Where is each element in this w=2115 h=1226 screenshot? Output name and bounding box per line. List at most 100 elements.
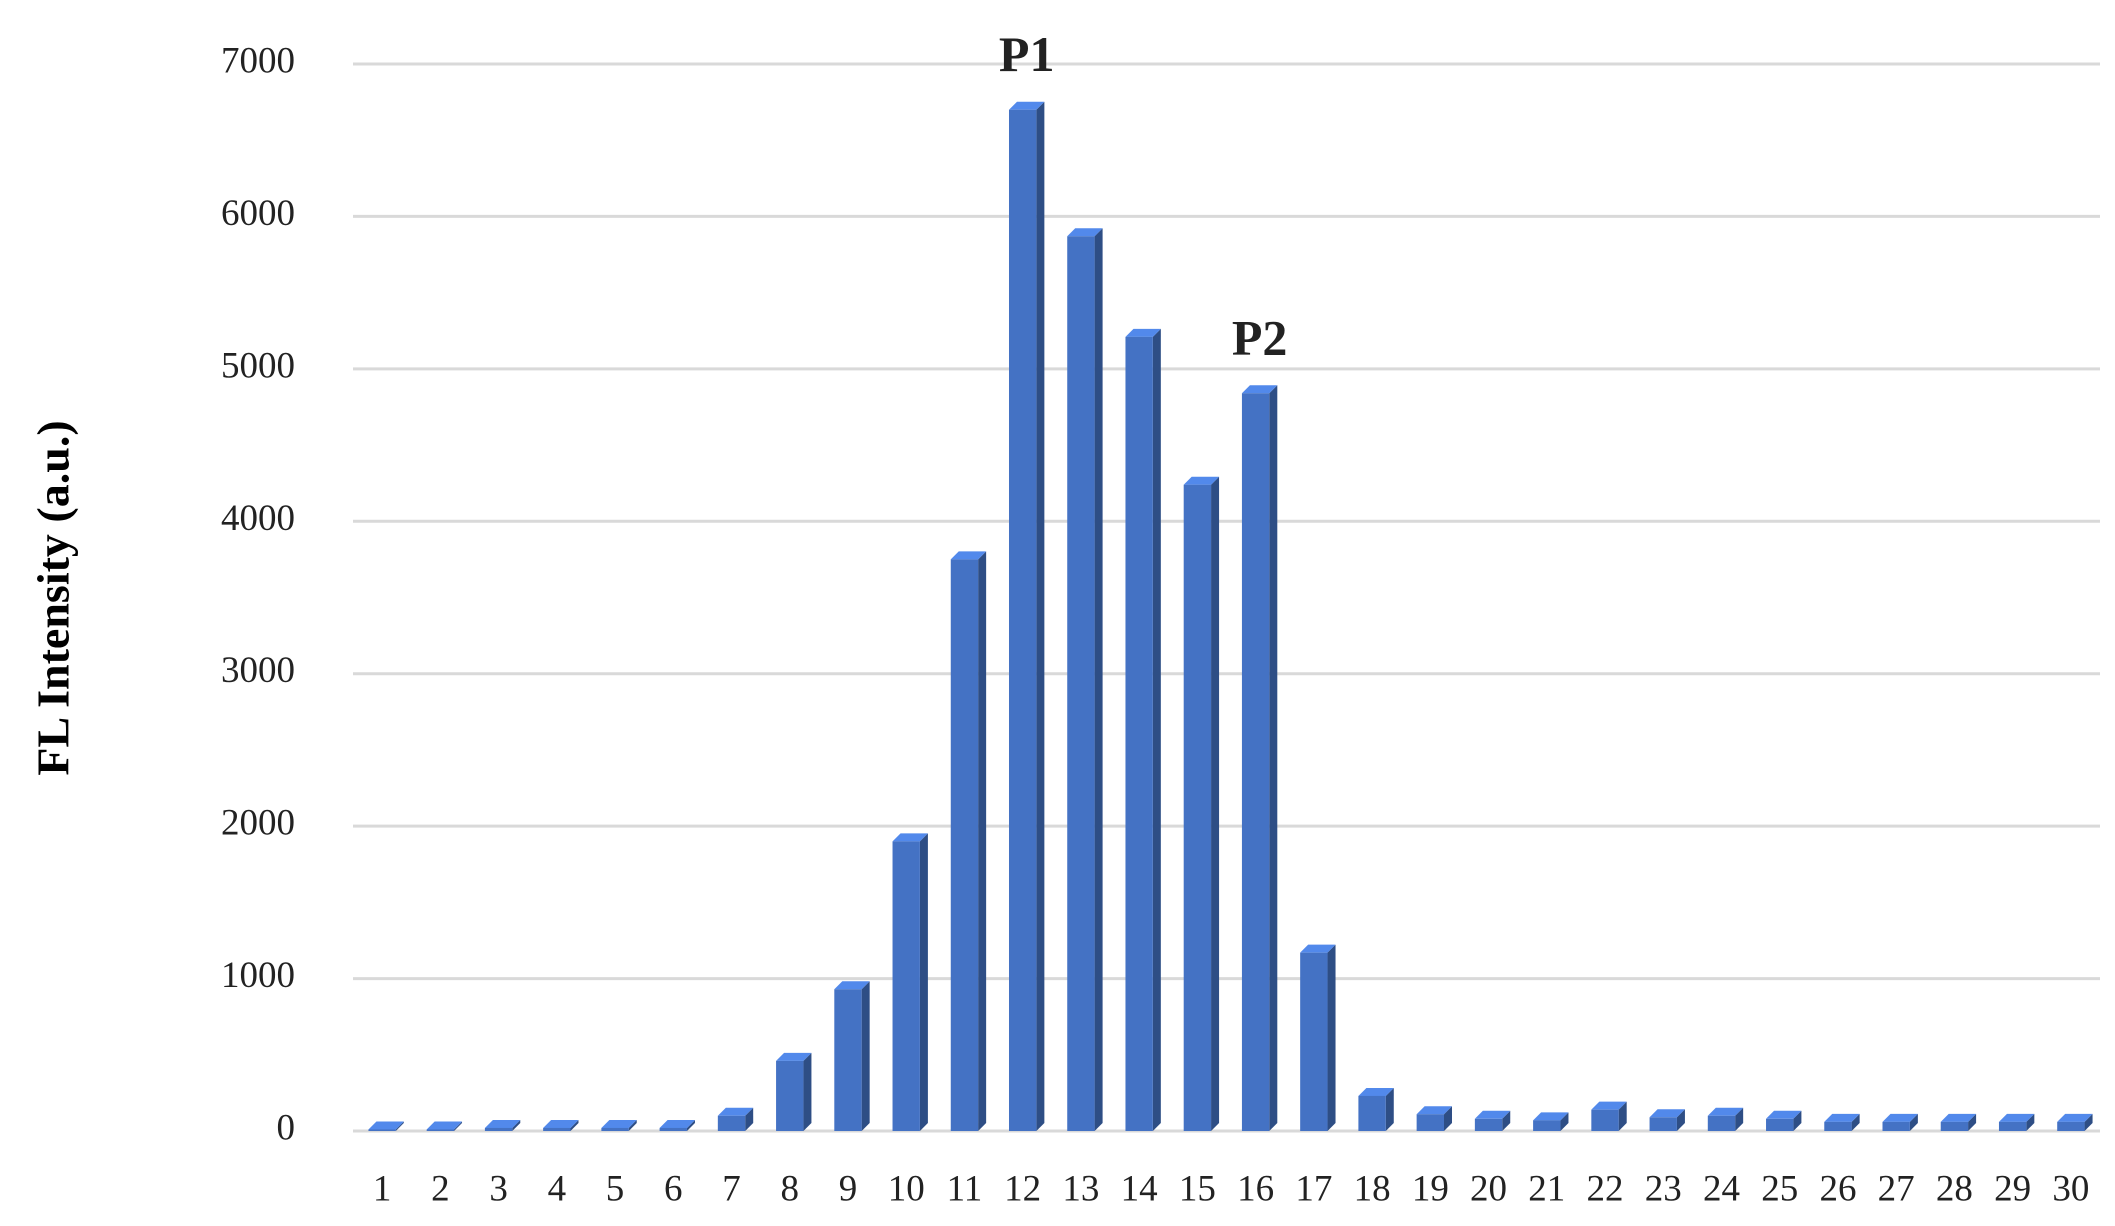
bar	[1183, 484, 1212, 1131]
bar	[1766, 1118, 1794, 1131]
bar	[1300, 952, 1328, 1131]
bar	[1649, 1117, 1677, 1131]
x-tick-label: 7	[722, 1168, 741, 1209]
bar	[717, 1115, 746, 1131]
bar-top	[484, 1119, 521, 1128]
bar-top	[1300, 944, 1336, 953]
bar-top	[1533, 1112, 1569, 1121]
bar-side	[686, 1119, 695, 1131]
bar-side	[1211, 476, 1220, 1131]
bar-top	[1824, 1113, 1860, 1122]
bar-top	[1416, 1106, 1453, 1115]
bar	[426, 1129, 455, 1131]
x-tick-label: 29	[1994, 1168, 2031, 1209]
x-tick-label: 20	[1470, 1168, 1507, 1209]
bar-side	[1152, 328, 1161, 1131]
x-tick-label: 1	[373, 1168, 392, 1209]
bar-top	[543, 1119, 579, 1128]
x-tick-label: 5	[606, 1168, 625, 1209]
bar	[950, 559, 979, 1131]
bar-top	[1882, 1113, 1918, 1122]
bar-top	[892, 833, 928, 842]
x-tick-label: 17	[1295, 1168, 1332, 1209]
bar	[1067, 236, 1095, 1132]
x-tick-label: 16	[1237, 1168, 1274, 1209]
bar	[1533, 1120, 1561, 1131]
bar	[1008, 109, 1037, 1131]
bar	[659, 1127, 687, 1131]
x-tick-label: 28	[1936, 1168, 1973, 1209]
bar-top	[1358, 1087, 1394, 1096]
bar-side	[1735, 1107, 1744, 1131]
bar	[1707, 1115, 1736, 1131]
bar-top	[950, 551, 987, 560]
bar-top	[601, 1119, 637, 1128]
x-tick-label: 13	[1062, 1168, 1099, 1209]
bar-top	[834, 981, 870, 990]
x-tick-label: 10	[888, 1168, 925, 1209]
x-tick-label: 26	[1819, 1168, 1856, 1209]
bar-side	[628, 1119, 637, 1131]
bar-side	[919, 833, 928, 1131]
annotation: P1	[999, 26, 1055, 82]
bar-top	[1241, 385, 1278, 394]
bar-side	[745, 1107, 754, 1131]
bar	[1125, 336, 1153, 1131]
y-tick-label: 7000	[221, 40, 295, 81]
y-axis-title: FL Intensity (a.u.)	[28, 420, 79, 775]
x-tick-label: 4	[548, 1168, 567, 1209]
bar	[543, 1127, 571, 1131]
bar-side	[570, 1119, 579, 1131]
bar	[601, 1127, 629, 1131]
bar	[1474, 1118, 1503, 1131]
bar	[1241, 393, 1270, 1131]
bar-side	[1327, 944, 1336, 1131]
bar-side	[803, 1052, 812, 1131]
bar	[2057, 1121, 2085, 1131]
x-tick-label: 27	[1878, 1168, 1915, 1209]
bar-top	[426, 1121, 463, 1130]
bar	[892, 841, 920, 1131]
bar-side	[2026, 1113, 2035, 1131]
bar	[1882, 1121, 1910, 1131]
bar-top	[2057, 1113, 2093, 1122]
annotation: P2	[1232, 310, 1288, 366]
bar	[1824, 1121, 1852, 1131]
x-tick-label: 12	[1004, 1168, 1041, 1209]
x-tick-label: 14	[1121, 1168, 1158, 1209]
bar-top	[1940, 1113, 1977, 1122]
x-tick-label: 22	[1587, 1168, 1624, 1209]
y-tick-label: 2000	[221, 803, 295, 844]
x-tick-label: 30	[2052, 1168, 2089, 1209]
y-tick-label: 6000	[221, 193, 295, 234]
x-tick-label: 23	[1645, 1168, 1682, 1209]
bar-top	[717, 1107, 754, 1116]
x-tick-label: 8	[781, 1168, 800, 1209]
bar-side	[1094, 228, 1103, 1132]
bar-side	[512, 1119, 521, 1131]
x-tick-label: 3	[489, 1168, 508, 1209]
x-tick-label: 25	[1761, 1168, 1798, 1209]
bar-side	[1385, 1087, 1394, 1131]
bar-side	[2084, 1113, 2093, 1131]
x-tick-label: 19	[1412, 1168, 1449, 1209]
bar-side	[1036, 101, 1045, 1132]
x-tick-label: 6	[664, 1168, 683, 1209]
bar-side	[1968, 1113, 1977, 1131]
x-tick-label: 21	[1528, 1168, 1565, 1209]
bar-side	[1618, 1101, 1627, 1131]
bar-top	[1649, 1109, 1685, 1118]
bar-side	[1269, 385, 1278, 1131]
y-tick-label: 4000	[221, 498, 295, 539]
bar-side	[1851, 1113, 1860, 1131]
bar-side	[1560, 1112, 1569, 1131]
y-tick-label: 3000	[221, 650, 295, 691]
bar	[1416, 1114, 1445, 1131]
bar-side	[395, 1121, 404, 1131]
x-tick-label: 2	[431, 1168, 450, 1209]
bar-top	[1707, 1107, 1744, 1116]
y-tick-label: 0	[277, 1107, 296, 1148]
bar	[368, 1129, 396, 1131]
bar-top	[659, 1119, 695, 1128]
